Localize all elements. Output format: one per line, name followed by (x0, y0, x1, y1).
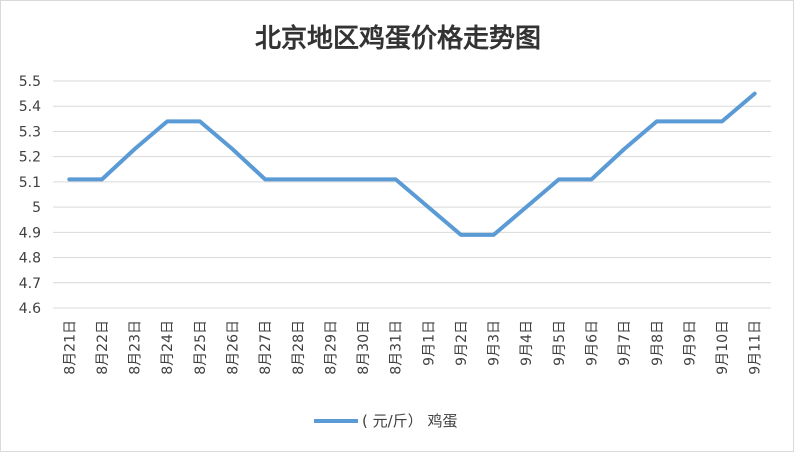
y-tick-label: 5.2 (19, 150, 41, 166)
legend: ( 元/斤） 鸡蛋 (314, 412, 457, 430)
y-tick-label: 4.7 (19, 276, 41, 292)
gridlines (53, 80, 771, 309)
x-tick-label: 8月24日 (160, 320, 176, 375)
y-tick-label: 5.5 (19, 74, 41, 90)
legend-label: ( 元/斤） 鸡蛋 (362, 412, 457, 430)
x-tick-label: 8月30日 (356, 320, 372, 375)
y-tick-label: 5.3 (19, 124, 41, 140)
x-tick-label: 9月10日 (715, 320, 731, 375)
x-tick-label: 8月22日 (95, 320, 111, 375)
x-tick-label: 9月1日 (421, 320, 437, 366)
x-tick-label: 9月4日 (519, 320, 535, 366)
y-tick-label: 5.1 (19, 175, 41, 191)
series-line (67, 91, 757, 237)
y-tick-label: 4.8 (19, 251, 41, 267)
y-tick-label: 4.9 (19, 225, 41, 241)
x-tick-label: 8月27日 (258, 320, 274, 375)
x-tick-label: 9月5日 (552, 320, 568, 366)
y-axis-ticks: 4.6 4.7 4.8 4.9 5 5.1 5.2 5.3 5.4 5.5 (19, 74, 41, 317)
x-tick-label: 8月31日 (389, 320, 405, 375)
x-tick-label: 9月7日 (617, 320, 633, 366)
x-tick-label: 9月8日 (650, 320, 666, 366)
series-layer (67, 91, 757, 237)
y-tick-label: 5 (32, 200, 41, 216)
y-tick-label: 5.4 (19, 99, 41, 115)
x-tick-label: 9月6日 (585, 320, 601, 366)
x-tick-label: 8月23日 (128, 320, 144, 375)
x-tick-label: 8月26日 (226, 320, 242, 375)
y-tick-label: 4.6 (19, 301, 41, 317)
x-tick-label: 9月9日 (682, 320, 698, 366)
chart-title: 北京地区鸡蛋价格走势图 (255, 23, 541, 54)
x-tick-label: 8月29日 (323, 320, 339, 375)
x-tick-label: 9月11日 (748, 320, 764, 375)
x-axis-ticks: 8月21日 8月22日 8月23日 8月24日 8月25日 8月26日 8月27日 8月28日… (62, 320, 763, 375)
x-tick-label: 9月3日 (487, 320, 503, 366)
x-tick-label: 8月25日 (193, 320, 209, 375)
x-tick-label: 8月21日 (62, 320, 78, 375)
x-tick-label: 9月2日 (454, 320, 470, 366)
x-tick-label: 8月28日 (291, 320, 307, 375)
